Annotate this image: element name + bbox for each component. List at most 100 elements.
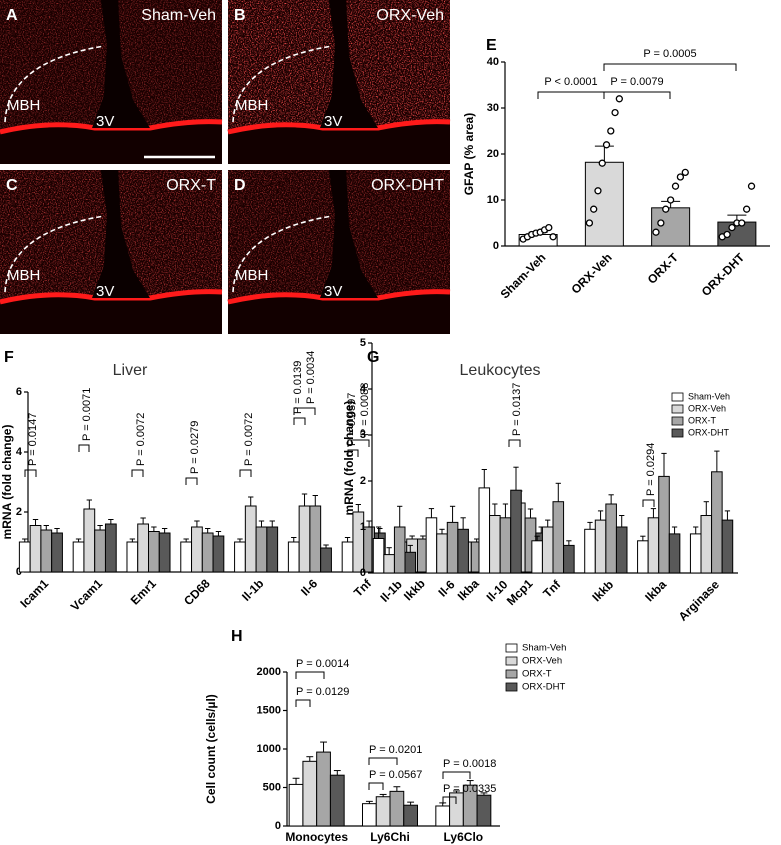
region-outline xyxy=(4,215,105,293)
p-value: P = 0.0072 xyxy=(243,413,255,466)
data-point xyxy=(598,159,606,167)
bar xyxy=(700,515,713,574)
y-tick-label: 1500 xyxy=(257,704,281,716)
bar xyxy=(287,541,300,573)
data-point xyxy=(738,219,746,227)
x-tick-label: Arginase xyxy=(676,577,722,623)
data-point xyxy=(681,168,689,177)
bar xyxy=(615,526,628,574)
bar xyxy=(478,487,491,574)
data-point xyxy=(671,182,680,190)
ventricle-label: 3V xyxy=(96,283,114,300)
bar xyxy=(362,803,377,827)
bar xyxy=(403,804,418,827)
region-outline xyxy=(232,45,333,123)
chart-title: Liver xyxy=(113,362,148,379)
bar xyxy=(234,541,246,573)
x-tick-label: Icam1 xyxy=(17,576,51,610)
data-point xyxy=(602,141,611,149)
region-outline xyxy=(4,45,105,123)
significance-bracket xyxy=(295,699,311,707)
legend-label: ORX-DHT xyxy=(688,427,729,437)
bar xyxy=(435,805,451,827)
bar xyxy=(18,541,31,573)
ventricle-label: 3V xyxy=(324,113,342,130)
significance-bracket xyxy=(508,439,521,447)
data-point xyxy=(676,173,685,181)
bar xyxy=(309,505,322,573)
bar xyxy=(40,529,53,573)
p-value: P = 0.0072 xyxy=(135,413,147,466)
data-point xyxy=(607,127,615,135)
significance-bracket xyxy=(347,439,370,447)
x-tick-label: Il-6 xyxy=(435,577,457,599)
p-value: P = 0.0279 xyxy=(189,421,201,474)
x-tick-label: Mcp1 xyxy=(504,576,536,608)
panel-letter: F xyxy=(4,349,14,366)
bar xyxy=(393,526,406,574)
bar xyxy=(266,526,279,573)
legend-swatch xyxy=(671,428,684,438)
p-value: P = 0.0071 xyxy=(81,388,93,441)
bar xyxy=(255,526,268,573)
p-value: P = 0.0147 xyxy=(27,413,39,466)
significance-bracket xyxy=(442,771,471,779)
y-tick-label: 0 xyxy=(275,820,281,832)
tissue-edge xyxy=(228,121,450,164)
y-tick-label: 4 xyxy=(360,383,367,395)
bar xyxy=(320,547,332,573)
x-tick-label: Vcam1 xyxy=(68,576,105,613)
bar xyxy=(531,540,543,574)
y-axis-label: mRNA (fold change) xyxy=(0,425,14,540)
bar xyxy=(404,551,417,574)
panel-label: ORX-T xyxy=(166,177,216,194)
bar xyxy=(72,541,85,573)
significance-bracket xyxy=(368,782,384,790)
micrograph: B ORX-Veh MBH 3V xyxy=(227,0,451,164)
region-label: MBH xyxy=(235,267,268,284)
x-tick-label: Il-6 xyxy=(298,576,320,598)
significance-bracket xyxy=(642,499,655,507)
bar xyxy=(212,535,225,573)
y-tick-label: 1 xyxy=(360,521,366,533)
bar xyxy=(658,475,670,574)
y-tick-label: 2 xyxy=(16,506,22,518)
tissue-edge xyxy=(0,121,222,164)
bar xyxy=(288,783,304,827)
bar xyxy=(584,161,624,247)
p-value: P = 0.0335 xyxy=(443,783,496,795)
x-tick-label: Il-1b xyxy=(377,577,404,604)
bar xyxy=(552,501,565,574)
p-value: P = 0.0137 xyxy=(511,383,523,436)
y-tick-label: 0 xyxy=(360,567,366,579)
panel-letter: C xyxy=(6,177,18,194)
significance-bracket xyxy=(368,757,398,765)
bar xyxy=(499,517,512,574)
data-point xyxy=(666,196,675,204)
x-tick-label: Ikba xyxy=(455,576,482,603)
bar xyxy=(711,471,723,574)
x-tick-label: Tnf xyxy=(351,576,375,600)
y-axis-label: Cell count (cells/µl) xyxy=(204,694,218,804)
x-tick-label: Ly6Clo xyxy=(444,830,484,844)
legend-swatch xyxy=(505,682,518,692)
y-axis-label: GFAP (% area) xyxy=(462,113,476,195)
data-point xyxy=(742,205,751,213)
bar xyxy=(446,521,459,574)
bar xyxy=(180,541,193,573)
p-value: P = 0.0129 xyxy=(296,686,349,698)
p-value: P = 0.0294 xyxy=(645,443,657,496)
bar xyxy=(148,531,160,573)
bar xyxy=(389,790,405,827)
data-point xyxy=(590,205,598,213)
bar xyxy=(457,528,469,574)
micrograph: D ORX-DHT MBH 3V xyxy=(227,170,451,334)
data-point xyxy=(594,187,602,195)
p-value: P = 0.0201 xyxy=(369,744,422,756)
y-tick-label: 30 xyxy=(487,102,499,114)
x-tick-label: Tnf xyxy=(540,577,564,601)
bar xyxy=(594,519,607,574)
bar xyxy=(158,532,171,573)
data-point xyxy=(662,205,670,213)
